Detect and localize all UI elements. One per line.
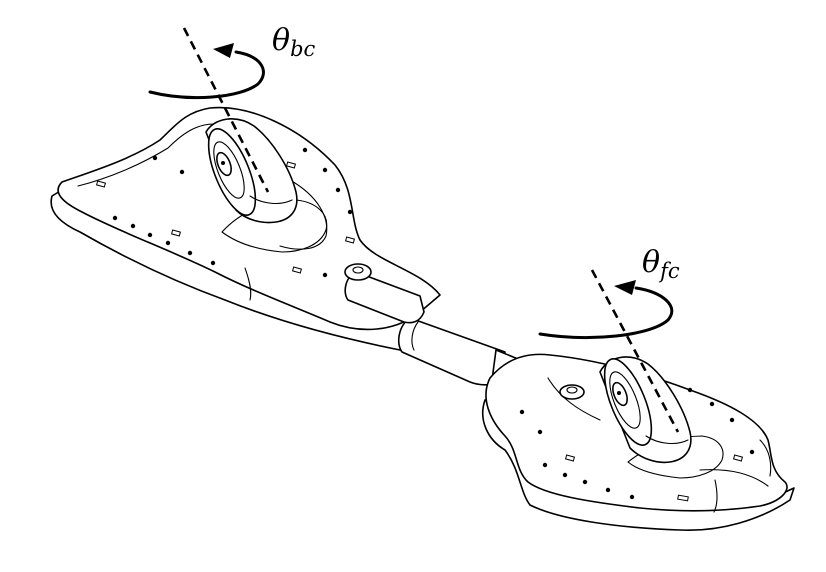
front-rotation-arrow (538, 280, 674, 339)
back-deck-neck-line (279, 179, 328, 250)
front-bolt-hub (559, 384, 585, 400)
front-rotation-arrowhead (614, 280, 636, 295)
theta-fc-label: θfc (642, 245, 680, 283)
back-rotation-arrow (148, 43, 265, 100)
front-deck-bevel (699, 469, 769, 487)
back-rotation-arrowhead (213, 43, 234, 58)
back-caster-axis (182, 27, 270, 193)
back-collar (344, 271, 425, 324)
back-deck-holes (96, 147, 355, 278)
front-caster (599, 356, 692, 464)
back-deck-seam (244, 267, 252, 301)
back-caster (205, 118, 298, 224)
back-bolt-hub (344, 263, 372, 281)
front-caster-axis (590, 269, 680, 433)
theta-bc-label: θbc (272, 23, 316, 61)
front-deck-holes (519, 387, 755, 502)
back-deck-bevel (77, 123, 215, 187)
